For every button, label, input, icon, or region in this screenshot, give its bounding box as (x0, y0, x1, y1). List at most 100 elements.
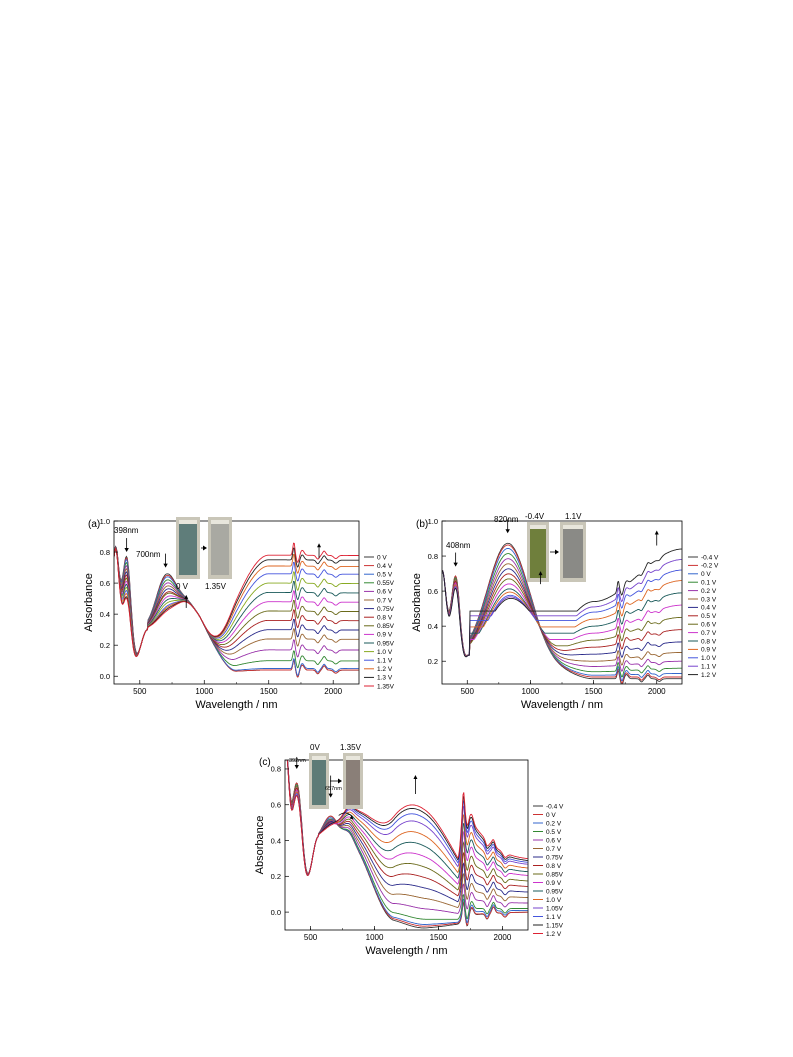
cuvette-cap (563, 525, 583, 529)
trend-arrow-head (317, 543, 322, 548)
legend-entry-4: 0.1 V (701, 580, 717, 587)
legend-entry-16: 1.2 V (546, 931, 562, 938)
cuvette-photo-1 (309, 753, 329, 809)
y-tick-label: 0.6 (428, 587, 438, 596)
legend-entry-12: 1.0 V (377, 649, 393, 656)
cuvette-solution (211, 523, 229, 575)
y-axis-label: Absorbance (411, 573, 423, 632)
legend-entry-15: 1.15V (546, 922, 564, 929)
legend-entry-15: 1.3 V (377, 675, 393, 682)
legend-entry-8: 0.5 V (701, 613, 717, 620)
panel-label: (b) (416, 519, 428, 530)
legend-entry-3: 0 V (701, 571, 711, 578)
series-line-6 (114, 546, 359, 655)
legend-entry-6: 0.7 V (546, 846, 562, 853)
cuvette-solution (179, 523, 197, 575)
legend-entry-15: 1.2 V (701, 672, 717, 679)
cuvette-solution (530, 528, 546, 578)
legend-entry-13: 1.05V (546, 905, 564, 912)
peak-annotation: 820nm (494, 515, 519, 524)
series-line-2 (287, 760, 528, 927)
peak-annotation: 408nm (446, 541, 471, 550)
x-tick-label: 1000 (522, 687, 540, 696)
photo-arrow-head (555, 549, 559, 555)
y-tick-label: 0.4 (428, 622, 438, 631)
series-line-11 (442, 570, 682, 657)
series-line-4 (442, 553, 682, 678)
peak-annotation: 657nm (325, 786, 342, 792)
x-tick-label: 1000 (195, 687, 213, 696)
x-tick-label: 500 (133, 687, 147, 696)
peak-arrow-head (328, 793, 333, 798)
series-line-5 (114, 545, 359, 660)
y-tick-label: 1.0 (100, 517, 110, 526)
y-tick-label: 0.8 (428, 552, 438, 561)
series-line-3 (114, 545, 359, 677)
photo-label: 1.35V (340, 743, 362, 752)
y-tick-label: 0.8 (100, 548, 110, 557)
series-group (285, 760, 528, 929)
cuvette-cap (530, 525, 546, 529)
series-line-16 (285, 760, 528, 876)
legend-entry-12: 0.9 V (701, 647, 717, 654)
trend-arrow-head (538, 571, 543, 576)
legend-entry-5: 0.6 V (377, 589, 393, 596)
legend-entry-6: 0.7 V (377, 597, 393, 604)
photo-label: 0 V (176, 582, 189, 591)
series-line-3 (287, 760, 528, 925)
series-line-7 (285, 760, 528, 903)
y-tick-label: 0.0 (100, 672, 110, 681)
legend-entry-9: 0.85V (377, 623, 395, 630)
series-line-15 (114, 547, 359, 658)
peak-annotation: 700nm (136, 550, 161, 559)
cuvette-photo-1 (527, 522, 549, 582)
peak-arrow-head (505, 529, 510, 534)
legend-entry-2: 0.4 V (377, 563, 393, 570)
cuvette-solution (346, 759, 360, 805)
legend-entry-14: 1.2 V (377, 666, 393, 673)
legend-entry-4: 0.5 V (546, 829, 562, 836)
y-tick-label: 0.2 (100, 641, 110, 650)
panel-label: (a) (88, 519, 100, 530)
y-tick-label: 0.2 (271, 872, 281, 881)
x-tick-label: 1500 (430, 933, 448, 942)
y-tick-label: 0.2 (428, 657, 438, 666)
cuvette-solution (312, 759, 326, 805)
peak-arrow-head (124, 548, 129, 553)
y-tick-label: 0.6 (271, 801, 281, 810)
cuvette-photo-2 (560, 522, 586, 582)
shift-arrow-head (349, 815, 354, 820)
legend-entry-1: -0.4 V (546, 803, 564, 810)
series-line-12 (442, 570, 682, 657)
x-tick-label: 500 (461, 687, 475, 696)
legend-entry-7: 0.75V (546, 854, 564, 861)
legend-entry-3: 0.5 V (377, 572, 393, 579)
legend-entry-4: 0.55V (377, 580, 395, 587)
legend-entry-2: 0 V (546, 812, 556, 819)
series-line-12 (114, 546, 359, 657)
cuvette-cap (346, 756, 360, 760)
y-tick-label: 1.0 (428, 517, 438, 526)
legend-entry-2: -0.2 V (701, 563, 719, 570)
legend: -0.4 V -0.2 V0 V 0.1 V0.2 V0.3 V 0.4 V0.5 V… (688, 554, 719, 679)
series-line-14 (114, 547, 359, 657)
series-line-7 (442, 568, 682, 658)
x-tick-label: 2000 (648, 687, 666, 696)
legend-entry-11: 0.95V (377, 640, 395, 647)
legend-entry-13: 1.0 V (701, 655, 717, 662)
cuvette-photo-2 (343, 753, 363, 809)
legend-entry-10: 0.9 V (377, 632, 393, 639)
legend-entry-1: -0.4 V (701, 554, 719, 561)
legend-entry-9: 0.6 V (701, 622, 717, 629)
y-tick-label: 0.4 (271, 836, 281, 845)
legend-entry-6: 0.3 V (701, 596, 717, 603)
series-line-9 (114, 546, 359, 656)
y-tick-label: 0.6 (100, 579, 110, 588)
chart-panel-3: 500 1000 1500 2000 0.0 0.2 0.4 0.6 0.8 Wavelength… (254, 743, 564, 957)
series-line-13 (114, 546, 359, 657)
series-line-8 (442, 570, 682, 657)
legend-entry-8: 0.8 V (546, 863, 562, 870)
